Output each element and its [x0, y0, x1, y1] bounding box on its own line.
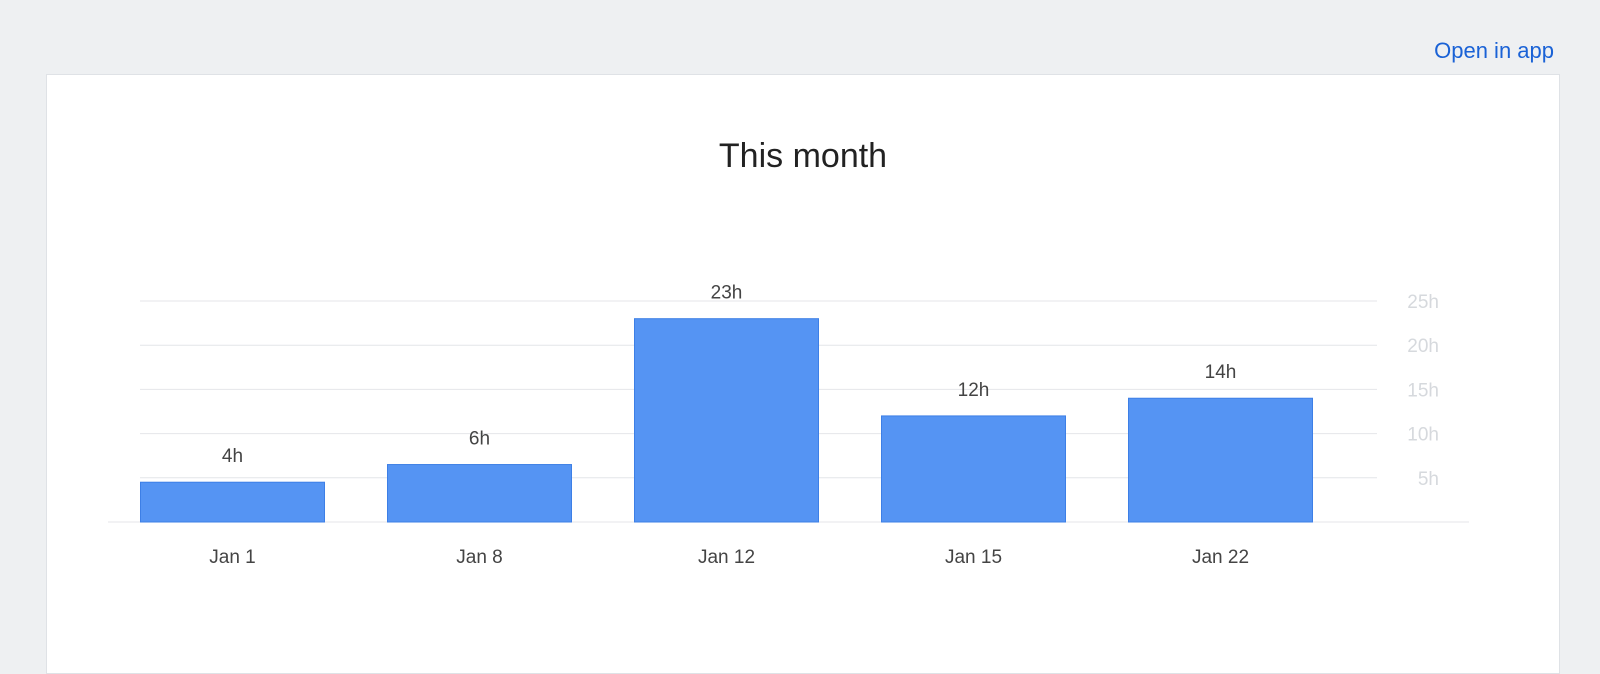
bar-value-label: 14h	[1205, 362, 1237, 383]
chart-card: This month 5h 10h 15h 20h 25h 4h Jan 1 6h Jan 8 2…	[46, 74, 1560, 674]
bar	[140, 481, 325, 523]
bar	[634, 318, 819, 523]
bar	[1128, 397, 1313, 523]
x-tick-label: Jan 22	[1192, 547, 1249, 568]
bar-value-label: 4h	[222, 446, 243, 467]
bar-value-label: 6h	[469, 429, 490, 450]
y-tick-label: 20h	[1407, 336, 1439, 357]
x-tick-label: Jan 1	[209, 547, 255, 568]
open-in-app-link[interactable]: Open in app	[1434, 38, 1554, 63]
bar-chart: 5h 10h 15h 20h 25h 4h Jan 1 6h Jan 8 23h Jan 12 12h…	[108, 283, 1469, 568]
y-tick-label: 25h	[1407, 292, 1439, 313]
x-tick-label: Jan 15	[945, 547, 1002, 568]
bar	[387, 464, 572, 523]
chart-title: This month	[718, 137, 888, 175]
x-tick-label: Jan 8	[456, 547, 502, 568]
x-tick-label: Jan 12	[698, 547, 755, 568]
y-tick-label: 10h	[1407, 425, 1439, 446]
bar	[881, 415, 1066, 523]
bar-value-label: 12h	[958, 380, 990, 401]
y-tick-label: 5h	[1418, 469, 1439, 490]
y-tick-label: 15h	[1407, 380, 1439, 401]
bar-value-label: 23h	[711, 283, 743, 304]
